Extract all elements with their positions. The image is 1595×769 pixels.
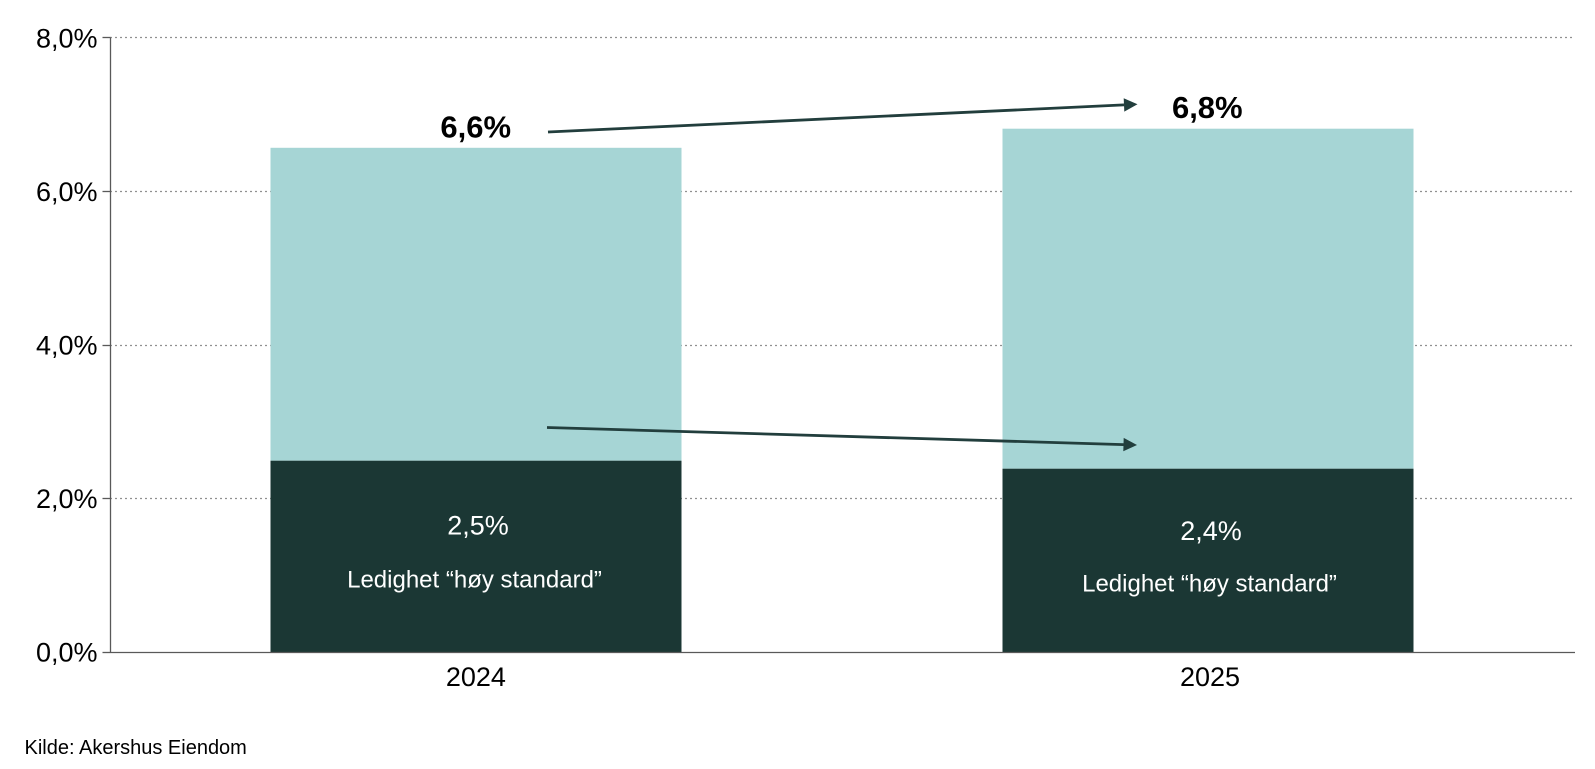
svg-text:2,5%: 2,5% (447, 511, 509, 541)
svg-text:6,6%: 6,6% (440, 110, 511, 145)
svg-text:2024: 2024 (446, 662, 506, 692)
svg-text:6,0%: 6,0% (36, 177, 98, 207)
svg-text:0,0%: 0,0% (36, 638, 98, 668)
svg-text:2025: 2025 (1180, 662, 1240, 692)
svg-text:8,0%: 8,0% (36, 24, 98, 54)
svg-text:Ledighet “høy standard”: Ledighet “høy standard” (347, 566, 602, 593)
svg-text:Kilde: Akershus Eiendom: Kilde: Akershus Eiendom (25, 737, 247, 759)
svg-text:4,0%: 4,0% (36, 331, 98, 361)
svg-text:6,8%: 6,8% (1172, 90, 1243, 125)
svg-text:Ledighet “høy standard”: Ledighet “høy standard” (1082, 570, 1337, 597)
svg-text:2,4%: 2,4% (1180, 516, 1242, 546)
svg-text:2,0%: 2,0% (36, 484, 98, 514)
